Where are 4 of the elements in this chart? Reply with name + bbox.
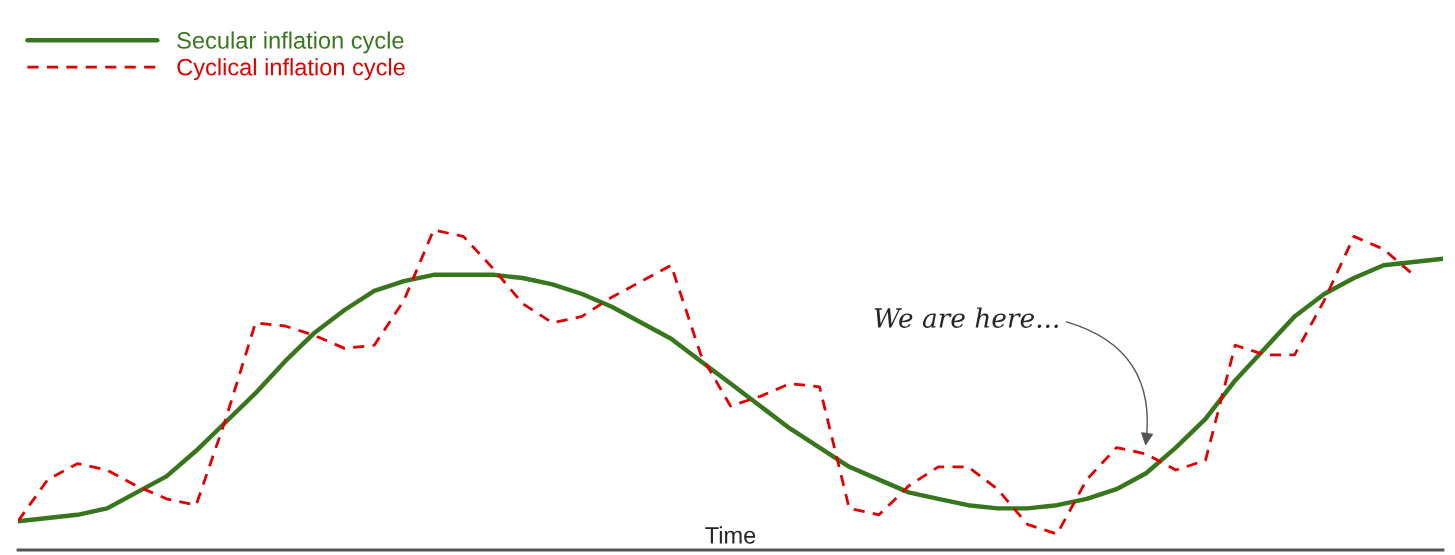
- x-axis-title: Time: [705, 526, 756, 544]
- text: Cyclical inflation cycle: [177, 58, 405, 81]
- text: Secular inflation cycle: [177, 31, 404, 54]
- annotation: We are here...: [874, 307, 1058, 328]
